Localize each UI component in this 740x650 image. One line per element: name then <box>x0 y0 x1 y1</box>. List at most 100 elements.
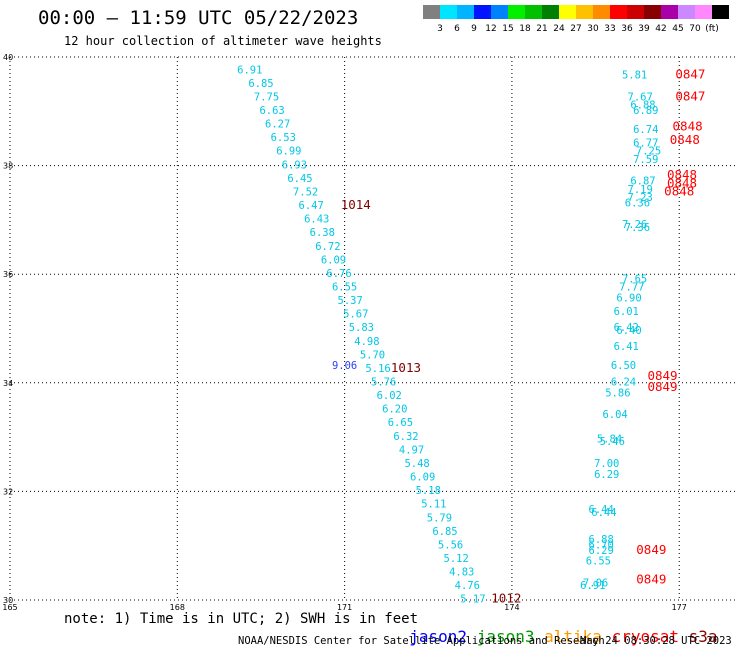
swh-label: 4.97 <box>399 444 424 456</box>
swh-label: 6.36 <box>625 197 650 209</box>
swh-label: 6.85 <box>248 78 273 90</box>
swh-label: 6.74 <box>633 124 658 136</box>
color-scale-label: 3 <box>437 24 443 34</box>
swh-label: 6.32 <box>393 431 418 443</box>
mission-legend: jason2 jason3 altika cryosat s3a <box>390 608 718 646</box>
swh-label: 5.37 <box>338 295 363 307</box>
pass-time-label: 0849 <box>647 379 677 394</box>
color-swatch <box>576 5 593 19</box>
swh-label: 6.01 <box>614 306 639 318</box>
swh-label: 5.16 <box>365 363 390 375</box>
pass-time-label: 0849 <box>647 368 677 383</box>
color-swatch <box>491 5 508 19</box>
swh-label: 7.36 <box>625 222 650 234</box>
swh-label: 6.38 <box>310 227 335 239</box>
swh-label: 5.18 <box>416 485 441 497</box>
swh-label: 6.41 <box>614 341 639 353</box>
swh-label: 6.45 <box>287 173 312 185</box>
swh-label: 6.09 <box>321 254 346 266</box>
legend-s3a: s3a <box>688 627 718 646</box>
color-scale-label: 70 <box>689 24 701 34</box>
swh-label: 6.77 <box>633 138 658 150</box>
swh-label: 6.89 <box>633 105 658 117</box>
swh-label: 6.99 <box>276 146 301 158</box>
wave-height-labels: 9.066.916.857.756.636.276.536.996.936.45… <box>237 64 661 605</box>
legend-altika: altika <box>544 627 602 646</box>
lat-tick-label: 30 <box>3 596 13 605</box>
color-scale-legend: 3 6 9 12 15 18 21 24 27 30 33 36 39 42 45 70 (ft) <box>423 5 729 34</box>
swh-label: 7.00 <box>594 458 619 470</box>
color-swatch <box>610 5 627 19</box>
swh-label: 6.42 <box>614 322 639 334</box>
lon-tick-label: 174 <box>504 603 519 612</box>
swh-label: 7.26 <box>622 219 647 231</box>
color-swatch <box>525 5 542 19</box>
color-scale-label: 27 <box>570 24 581 34</box>
swh-label: 5.56 <box>438 539 463 551</box>
color-scale-label: 15 <box>502 24 513 34</box>
pass-time-label: 0848 <box>667 167 697 182</box>
color-swatch <box>457 5 474 19</box>
color-swatch <box>423 5 440 19</box>
swh-label: 4.76 <box>455 580 480 592</box>
legend-cryosat: cryosat <box>611 627 680 646</box>
color-scale-label: 18 <box>519 24 531 34</box>
lat-tick-label: 34 <box>3 379 13 388</box>
pass-time-label: 0847 <box>675 67 705 82</box>
legend-jason3: jason3 <box>476 627 535 646</box>
color-scale-label: (ft) <box>705 24 719 34</box>
swh-label: 6.24 <box>611 377 636 389</box>
swh-label: 6.04 <box>602 409 627 421</box>
color-swatch <box>593 5 610 19</box>
swh-label: 6.40 <box>616 325 641 337</box>
swh-label: 7.67 <box>628 91 653 103</box>
swh-label: 7.25 <box>636 146 661 158</box>
color-scale-label: 12 <box>485 24 496 34</box>
swh-label: 6.93 <box>282 159 307 171</box>
swh-label: 6.44 <box>589 504 614 516</box>
pass-time-label: 0848 <box>670 132 700 147</box>
color-swatch <box>712 5 729 19</box>
pass-time-label: 0847 <box>675 88 705 103</box>
lon-tick-label: 165 <box>2 603 17 612</box>
color-scale-label: 9 <box>471 24 477 34</box>
swh-label: 6.09 <box>410 472 435 484</box>
swh-label: 6.76 <box>326 268 351 280</box>
color-scale-label: 33 <box>604 24 615 34</box>
swh-label: 5.11 <box>421 499 446 511</box>
swh-label: 6.02 <box>377 390 402 402</box>
lat-tick-label: 32 <box>3 487 13 496</box>
swh-label: 5.76 <box>371 377 396 389</box>
color-scale-label: 21 <box>536 24 547 34</box>
swh-label: 7.75 <box>254 91 279 103</box>
pass-time-label: 0849 <box>636 572 666 587</box>
swh-label: 6.44 <box>591 507 616 519</box>
swh-label: 6.88 <box>630 100 655 112</box>
lat-tick-label: 40 <box>3 53 13 62</box>
page-subtitle: 12 hour collection of altimeter wave hei… <box>64 34 382 48</box>
legend-jason2: jason2 <box>409 627 468 646</box>
generated-timestamp: May 24 08:30:28 UTC 2023 <box>580 635 732 647</box>
pass-time-labels: 1014101310120847084708480848084808480848… <box>341 67 706 606</box>
color-swatch <box>474 5 491 19</box>
swh-label: 6.53 <box>271 132 296 144</box>
swh-label: 6.43 <box>304 214 329 226</box>
swh-label: 7.23 <box>628 192 653 204</box>
color-swatch <box>627 5 644 19</box>
lat-tick-label: 38 <box>3 162 13 171</box>
swh-label: 6.91 <box>580 580 605 592</box>
swh-label: 5.86 <box>605 387 630 399</box>
pass-time-label: 1012 <box>491 591 521 606</box>
credit-line: NOAA/NESDIS Center for Satellite Applica… <box>238 635 605 647</box>
pass-time-label: 1014 <box>341 197 371 212</box>
swh-label: 6.91 <box>237 64 262 76</box>
color-scale-label: 6 <box>454 24 460 34</box>
page-title: 00:00 — 11:59 UTC 05/22/2023 <box>38 7 359 29</box>
pass-time-label: 0848 <box>673 118 703 133</box>
color-swatch <box>559 5 576 19</box>
swh-label: 6.27 <box>265 119 290 131</box>
swh-label: 5.12 <box>444 553 469 565</box>
swh-label: 4.83 <box>449 567 474 579</box>
swh-label: 6.63 <box>259 105 284 117</box>
